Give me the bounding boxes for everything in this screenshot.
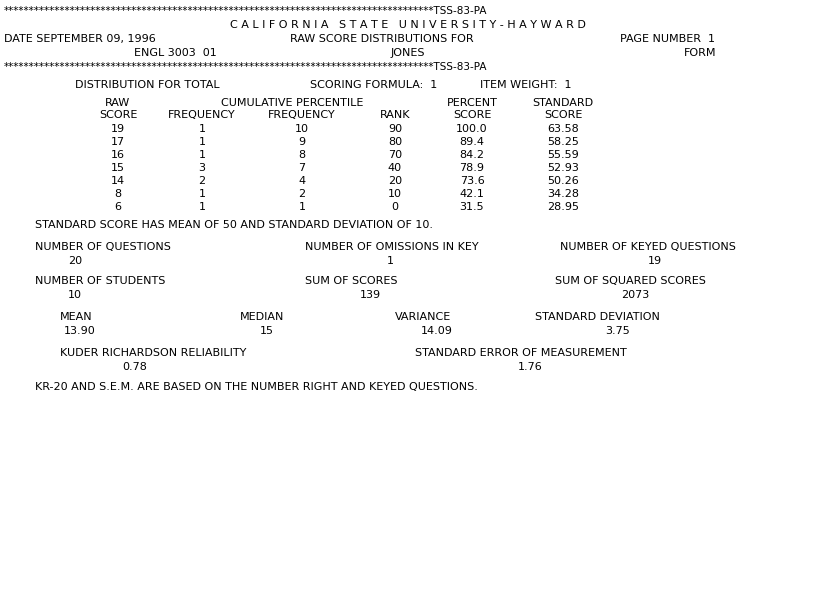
Text: 1: 1 [198, 202, 206, 212]
Text: 1: 1 [299, 202, 305, 212]
Text: 15: 15 [111, 163, 125, 173]
Text: ENGL 3003  01: ENGL 3003 01 [134, 48, 216, 58]
Text: 19: 19 [111, 124, 125, 134]
Text: MEDIAN: MEDIAN [240, 312, 284, 322]
Text: 9: 9 [299, 137, 305, 147]
Text: 3.75: 3.75 [605, 326, 631, 336]
Text: STANDARD DEVIATION: STANDARD DEVIATION [535, 312, 660, 322]
Text: 15: 15 [260, 326, 274, 336]
Text: 19: 19 [648, 256, 662, 266]
Text: NUMBER OF KEYED QUESTIONS: NUMBER OF KEYED QUESTIONS [560, 242, 736, 252]
Text: 10: 10 [68, 290, 82, 300]
Text: VARIANCE: VARIANCE [395, 312, 451, 322]
Text: 1: 1 [198, 189, 206, 199]
Text: 1: 1 [198, 124, 206, 134]
Text: NUMBER OF OMISSIONS IN KEY: NUMBER OF OMISSIONS IN KEY [305, 242, 479, 252]
Text: 42.1: 42.1 [459, 189, 485, 199]
Text: STANDARD: STANDARD [532, 98, 593, 108]
Text: 58.25: 58.25 [547, 137, 579, 147]
Text: FREQUENCY: FREQUENCY [168, 110, 236, 120]
Text: 34.28: 34.28 [547, 189, 579, 199]
Text: DATE SEPTEMBER 09, 1996: DATE SEPTEMBER 09, 1996 [4, 34, 156, 44]
Text: SUM OF SQUARED SCORES: SUM OF SQUARED SCORES [555, 276, 706, 286]
Text: PERCENT: PERCENT [446, 98, 498, 108]
Text: KUDER RICHARDSON RELIABILITY: KUDER RICHARDSON RELIABILITY [60, 348, 246, 358]
Text: 14: 14 [111, 176, 125, 186]
Text: 78.9: 78.9 [459, 163, 485, 173]
Text: 52.93: 52.93 [547, 163, 579, 173]
Text: PAGE NUMBER  1: PAGE NUMBER 1 [620, 34, 715, 44]
Text: KR-20 AND S.E.M. ARE BASED ON THE NUMBER RIGHT AND KEYED QUESTIONS.: KR-20 AND S.E.M. ARE BASED ON THE NUMBER… [35, 382, 478, 392]
Text: 16: 16 [111, 150, 125, 160]
Text: SUM OF SCORES: SUM OF SCORES [305, 276, 397, 286]
Text: 100.0: 100.0 [456, 124, 488, 134]
Text: FREQUENCY: FREQUENCY [268, 110, 336, 120]
Text: ********************************************************************************: ****************************************… [4, 6, 487, 16]
Text: 55.59: 55.59 [547, 150, 579, 160]
Text: RANK: RANK [379, 110, 410, 120]
Text: 4: 4 [299, 176, 305, 186]
Text: 89.4: 89.4 [459, 137, 485, 147]
Text: 90: 90 [388, 124, 402, 134]
Text: DISTRIBUTION FOR TOTAL: DISTRIBUTION FOR TOTAL [75, 80, 220, 90]
Text: SCORE: SCORE [543, 110, 582, 120]
Text: 139: 139 [359, 290, 380, 300]
Text: 1: 1 [198, 150, 206, 160]
Text: 63.58: 63.58 [547, 124, 579, 134]
Text: STANDARD SCORE HAS MEAN OF 50 AND STANDARD DEVIATION OF 10.: STANDARD SCORE HAS MEAN OF 50 AND STANDA… [35, 220, 433, 230]
Text: MEAN: MEAN [60, 312, 93, 322]
Text: SCORING FORMULA:  1: SCORING FORMULA: 1 [310, 80, 437, 90]
Text: 14.09: 14.09 [421, 326, 453, 336]
Text: 1.76: 1.76 [517, 362, 543, 372]
Text: JONES: JONES [391, 48, 425, 58]
Text: ITEM WEIGHT:  1: ITEM WEIGHT: 1 [480, 80, 571, 90]
Text: SCORE: SCORE [453, 110, 491, 120]
Text: STANDARD ERROR OF MEASUREMENT: STANDARD ERROR OF MEASUREMENT [415, 348, 627, 358]
Text: RAW SCORE DISTRIBUTIONS FOR: RAW SCORE DISTRIBUTIONS FOR [290, 34, 473, 44]
Text: 40: 40 [388, 163, 402, 173]
Text: 80: 80 [388, 137, 402, 147]
Text: 84.2: 84.2 [459, 150, 485, 160]
Text: 10: 10 [388, 189, 402, 199]
Text: 2073: 2073 [621, 290, 649, 300]
Text: ********************************************************************************: ****************************************… [4, 62, 487, 72]
Text: 17: 17 [111, 137, 125, 147]
Text: 1: 1 [198, 137, 206, 147]
Text: 2: 2 [299, 189, 305, 199]
Text: 73.6: 73.6 [459, 176, 485, 186]
Text: 6: 6 [114, 202, 122, 212]
Text: 31.5: 31.5 [459, 202, 485, 212]
Text: 28.95: 28.95 [547, 202, 579, 212]
Text: 0.78: 0.78 [122, 362, 148, 372]
Text: 0: 0 [392, 202, 398, 212]
Text: C A L I F O R N I A   S T A T E   U N I V E R S I T Y - H A Y W A R D: C A L I F O R N I A S T A T E U N I V E … [230, 20, 586, 30]
Text: NUMBER OF STUDENTS: NUMBER OF STUDENTS [35, 276, 166, 286]
Text: 8: 8 [299, 150, 305, 160]
Text: FORM: FORM [684, 48, 716, 58]
Text: 50.26: 50.26 [547, 176, 579, 186]
Text: 7: 7 [299, 163, 305, 173]
Text: 20: 20 [388, 176, 402, 186]
Text: 70: 70 [388, 150, 402, 160]
Text: 13.90: 13.90 [64, 326, 95, 336]
Text: CUMULATIVE PERCENTILE: CUMULATIVE PERCENTILE [221, 98, 363, 108]
Text: 1: 1 [387, 256, 393, 266]
Text: SCORE: SCORE [99, 110, 137, 120]
Text: RAW: RAW [105, 98, 131, 108]
Text: 3: 3 [198, 163, 206, 173]
Text: NUMBER OF QUESTIONS: NUMBER OF QUESTIONS [35, 242, 171, 252]
Text: 8: 8 [114, 189, 122, 199]
Text: 20: 20 [68, 256, 82, 266]
Text: 2: 2 [198, 176, 206, 186]
Text: 10: 10 [295, 124, 309, 134]
